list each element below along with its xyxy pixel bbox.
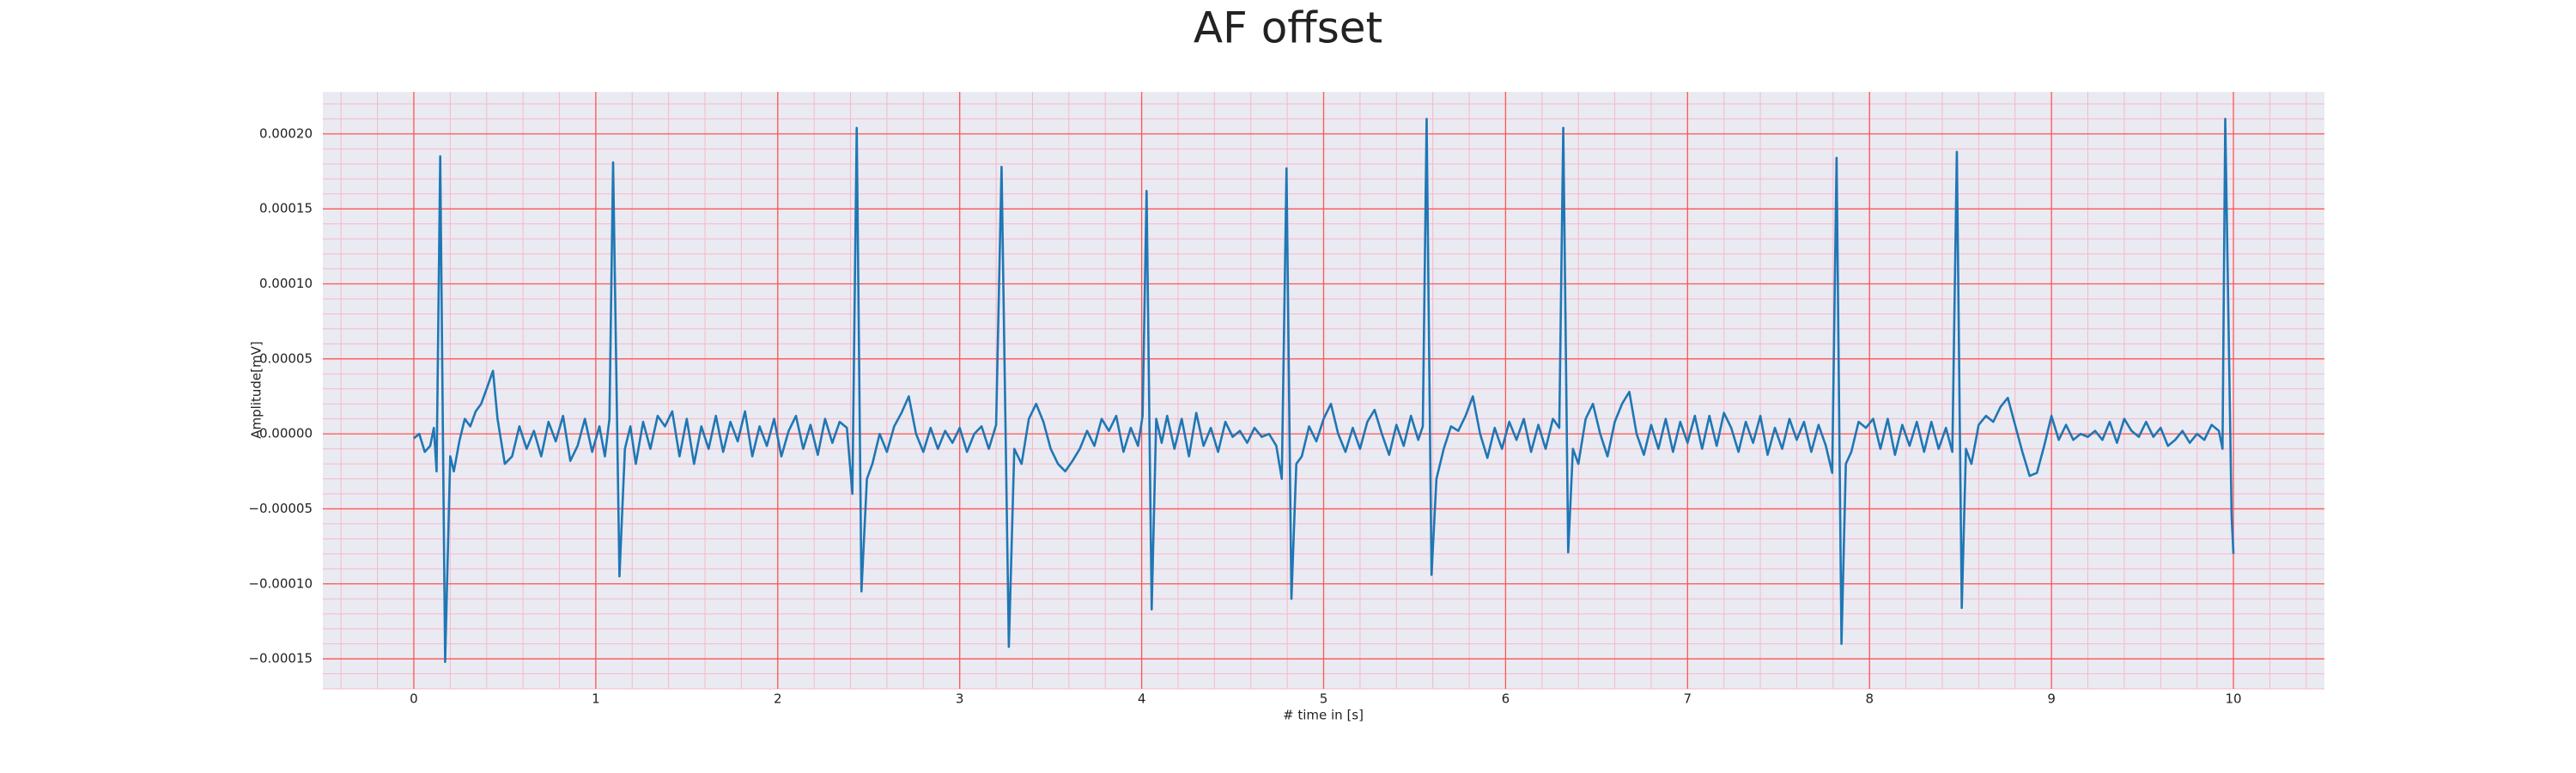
- x-tick-label: 1: [592, 691, 600, 707]
- x-tick-label: 8: [1865, 691, 1874, 707]
- x-tick-label: 4: [1138, 691, 1146, 707]
- x-axis-label: # time in [s]: [1283, 708, 1364, 723]
- y-tick-label: −0.00015: [248, 651, 313, 666]
- x-tick-label: 0: [410, 691, 418, 707]
- y-axis-label: Amplitude[mV]: [249, 341, 264, 438]
- y-tick-label: 0.00000: [259, 426, 313, 441]
- x-tick-label: 2: [774, 691, 782, 707]
- x-tick-label: 10: [2225, 691, 2241, 707]
- x-tick-label: 7: [1684, 691, 1692, 707]
- y-tick-label: 0.00015: [259, 201, 313, 216]
- signal-line: [413, 118, 2235, 663]
- y-tick-label: −0.00005: [248, 501, 313, 516]
- x-tick-label: 5: [1320, 691, 1328, 707]
- y-tick-label: 0.00020: [259, 125, 313, 141]
- y-tick-label: 0.00010: [259, 276, 313, 291]
- chart-title: AF offset: [1194, 3, 1382, 53]
- y-tick-label: −0.00010: [248, 575, 313, 591]
- y-tick-label: 0.00005: [259, 350, 313, 366]
- x-tick-label: 3: [956, 691, 964, 707]
- x-tick-label: 9: [2047, 691, 2056, 707]
- x-tick-label: 6: [1502, 691, 1510, 707]
